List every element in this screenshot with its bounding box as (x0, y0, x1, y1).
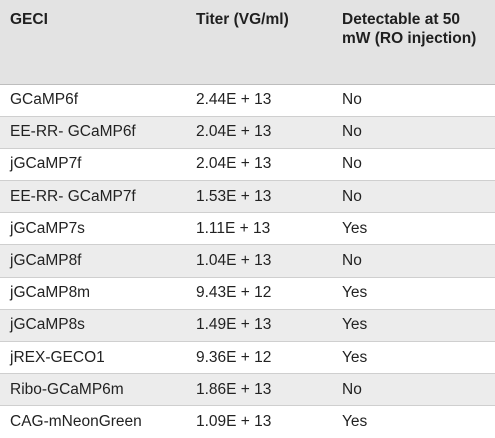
cell-geci: EE-RR- GCaMP7f (0, 180, 186, 213)
header-detectable: Detectable at 50 mW (RO injection) (342, 11, 477, 47)
table-row: jGCaMP7s 1.11E + 13 Yes (0, 212, 495, 245)
table-body: GCaMP6f 2.44E + 13 No EE-RR- GCaMP6f 2.0… (0, 83, 495, 438)
cell-detectable: Yes (332, 308, 495, 342)
cell-titer: 9.36E + 12 (186, 340, 332, 374)
table-row: jREX-GECO1 9.36E + 12 Yes (0, 340, 495, 374)
cell-titer: 1.86E + 13 (186, 373, 332, 406)
cell-detectable: Yes (332, 340, 495, 374)
cell-titer: 1.04E + 13 (186, 244, 332, 278)
cell-detectable: No (332, 244, 495, 278)
header-row: GECI Titer (VG/ml) Detectable at 50 mW (… (0, 0, 495, 84)
cell-geci: jGCaMP7s (0, 212, 186, 245)
cell-titer: 2.44E + 13 (186, 83, 332, 117)
cell-detectable: No (332, 180, 495, 213)
cell-detectable: Yes (332, 405, 495, 438)
cell-detectable: No (332, 83, 495, 117)
table-row: jGCaMP7f 2.04E + 13 No (0, 147, 495, 181)
cell-titer: 2.04E + 13 (186, 115, 332, 149)
cell-titer: 1.53E + 13 (186, 180, 332, 213)
table-row: jGCaMP8f 1.04E + 13 No (0, 244, 495, 278)
cell-detectable: Yes (332, 212, 495, 245)
cell-detectable: No (332, 115, 495, 149)
cell-titer: 1.49E + 13 (186, 308, 332, 342)
table-row: EE-RR- GCaMP7f 1.53E + 13 No (0, 180, 495, 213)
cell-detectable: No (332, 373, 495, 406)
header-titer: Titer (VG/ml) (196, 11, 289, 28)
cell-titer: 1.11E + 13 (186, 212, 332, 245)
cell-detectable: Yes (332, 276, 495, 310)
cell-geci: Ribo-GCaMP6m (0, 373, 186, 406)
cell-geci: jREX-GECO1 (0, 340, 186, 374)
table-row: Ribo-GCaMP6m 1.86E + 13 No (0, 373, 495, 406)
table-row: GCaMP6f 2.44E + 13 No (0, 83, 495, 117)
cell-geci: jGCaMP8s (0, 308, 186, 342)
cell-geci: jGCaMP8f (0, 244, 186, 278)
cell-titer: 1.09E + 13 (186, 405, 332, 438)
cell-titer: 9.43E + 12 (186, 276, 332, 310)
cell-geci: GCaMP6f (0, 83, 186, 117)
cell-detectable: No (332, 147, 495, 181)
cell-geci: jGCaMP8m (0, 276, 186, 310)
table-row: EE-RR- GCaMP6f 2.04E + 13 No (0, 115, 495, 149)
cell-geci: jGCaMP7f (0, 147, 186, 181)
table-row: CAG-mNeonGreen 1.09E + 13 Yes (0, 405, 495, 438)
table-row: jGCaMP8s 1.49E + 13 Yes (0, 308, 495, 342)
cell-titer: 2.04E + 13 (186, 147, 332, 181)
table-header: GECI Titer (VG/ml) Detectable at 50 mW (… (0, 0, 495, 84)
cell-geci: EE-RR- GCaMP6f (0, 115, 186, 149)
header-geci: GECI (10, 11, 48, 28)
cell-geci: CAG-mNeonGreen (0, 405, 186, 438)
table-row: jGCaMP8m 9.43E + 12 Yes (0, 276, 495, 310)
